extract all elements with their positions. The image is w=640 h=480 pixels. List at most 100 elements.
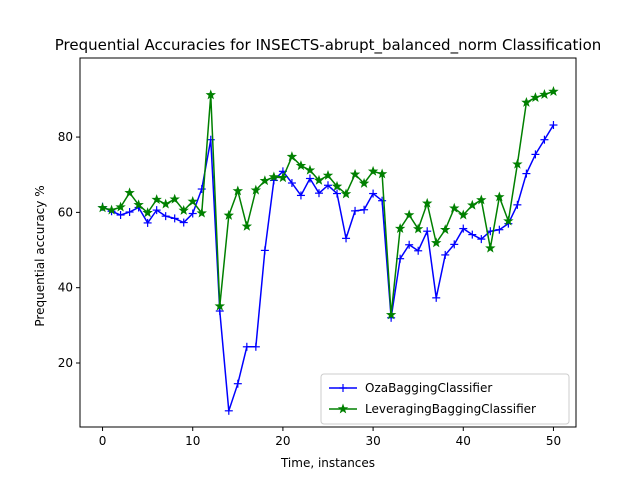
data-point [286, 151, 298, 162]
legend-box [320, 373, 570, 425]
data-point [549, 121, 558, 130]
data-point [378, 196, 387, 205]
data-point [188, 209, 197, 218]
data-point [196, 207, 207, 218]
series-OzaBaggingClassifier [98, 121, 558, 415]
data-point [178, 205, 189, 215]
data-point [152, 206, 161, 215]
data-point [224, 406, 233, 415]
data-point [296, 191, 305, 200]
data-point [116, 211, 125, 220]
data-point [170, 214, 179, 223]
data-point [205, 89, 216, 100]
y-tick-label: 20 [58, 356, 73, 370]
data-point [232, 185, 244, 196]
data-point [503, 215, 514, 226]
data-point [513, 200, 522, 209]
data-point [250, 184, 262, 195]
data-point [441, 250, 450, 259]
x-tick-label: 10 [185, 434, 200, 448]
data-point [376, 168, 388, 179]
data-point [494, 191, 505, 202]
data-point [125, 208, 134, 217]
data-point [485, 242, 496, 253]
data-point [295, 160, 307, 171]
data-point [440, 224, 451, 235]
data-point [260, 246, 269, 255]
data-point [133, 199, 144, 210]
data-point [251, 342, 260, 351]
data-point [161, 212, 170, 221]
series-LeveragingBaggingClassifier [97, 86, 559, 320]
data-point [214, 300, 225, 311]
data-point [314, 189, 323, 198]
data-point [324, 181, 332, 190]
data-point [331, 180, 343, 191]
y-tick-label: 60 [58, 205, 73, 219]
data-point [423, 227, 432, 236]
data-point [412, 223, 424, 234]
data-point [151, 194, 162, 205]
x-tick-label: 40 [456, 434, 471, 448]
x-tick-label: 50 [546, 434, 561, 448]
data-point [495, 225, 504, 234]
data-point [477, 235, 486, 244]
data-point [468, 230, 477, 239]
data-point [450, 240, 459, 249]
data-point [304, 164, 316, 175]
x-axis-label: Time, instances [280, 456, 375, 470]
plot-area [97, 86, 559, 415]
data-point [106, 204, 117, 215]
data-point [540, 135, 549, 144]
data-point [367, 165, 379, 176]
x-tick-label: 30 [365, 434, 380, 448]
data-point [431, 237, 442, 248]
data-point [124, 187, 135, 198]
legend-label: OzaBaggingClassifier [365, 381, 492, 395]
data-point [458, 209, 469, 220]
legend-marker [337, 403, 349, 414]
legend-entry: LeveragingBaggingClassifier [329, 402, 536, 416]
legend-label: LeveragingBaggingClassifier [365, 402, 536, 416]
x-tick-label: 0 [99, 434, 107, 448]
data-point [385, 309, 397, 320]
y-axis-label: Prequential accuracy % [33, 185, 47, 326]
data-point [242, 342, 251, 351]
data-point [512, 158, 523, 169]
data-point [476, 194, 487, 205]
data-point [187, 195, 198, 206]
data-point [197, 185, 206, 194]
data-point [403, 209, 415, 220]
data-point [539, 89, 550, 99]
data-point [531, 150, 540, 159]
data-point [467, 199, 478, 210]
data-point [521, 96, 532, 107]
axis-ticks: 0 10 20 30 40 50 20 40 60 80 [58, 57, 577, 448]
data-point [313, 174, 325, 185]
data-point [233, 379, 242, 388]
data-point [259, 175, 271, 186]
data-point [169, 193, 180, 204]
x-tick-label: 20 [275, 434, 290, 448]
legend-marker [339, 384, 347, 392]
data-point [369, 189, 378, 198]
data-point [143, 218, 152, 227]
data-point [342, 234, 351, 243]
data-point [422, 197, 433, 208]
data-point [459, 224, 468, 233]
data-point [115, 201, 126, 212]
data-point [394, 223, 406, 233]
data-point [449, 202, 460, 213]
data-point [351, 206, 360, 215]
data-point [360, 205, 369, 214]
data-point [241, 220, 253, 231]
data-point [142, 207, 153, 218]
legend: OzaBaggingClassifier LeveragingBaggingCla… [320, 373, 570, 425]
data-point [414, 246, 423, 255]
legend-entry: OzaBaggingClassifier [329, 381, 492, 395]
data-point [333, 189, 342, 198]
data-point [349, 168, 361, 179]
data-point [405, 240, 414, 249]
data-point [522, 169, 531, 178]
y-tick-label: 40 [58, 281, 73, 295]
